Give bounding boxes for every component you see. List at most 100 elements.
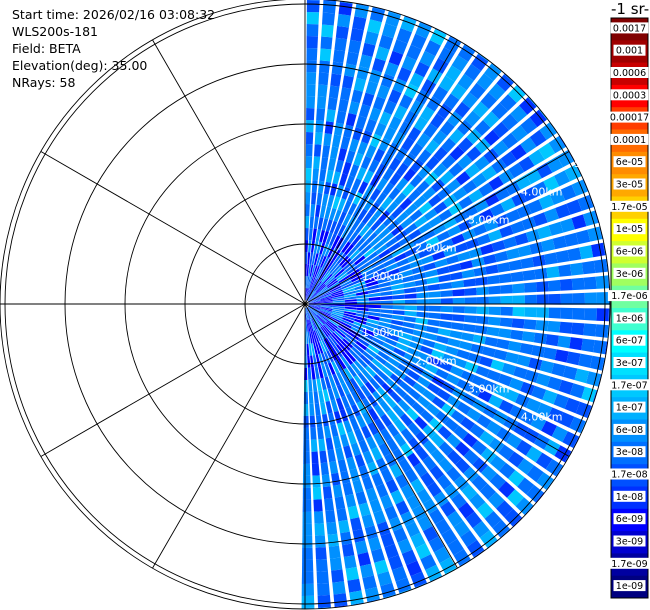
ray-gate <box>417 515 433 532</box>
ray-gate <box>451 322 464 331</box>
ray-gate <box>415 317 429 325</box>
ray-gate <box>315 535 326 548</box>
ray-gate <box>310 439 318 452</box>
ray-gate <box>337 422 346 436</box>
ray-gate <box>345 406 355 420</box>
ray-gate <box>308 294 319 302</box>
ray-gate <box>512 283 525 294</box>
ray-gate <box>488 296 501 305</box>
ray-gate <box>449 330 463 339</box>
ray-gate <box>322 243 329 256</box>
ray-gate <box>386 409 399 423</box>
ray-gate <box>405 521 421 538</box>
beta-ray-sectors <box>301 0 610 609</box>
ray-gate <box>327 158 337 171</box>
ray-gate <box>305 308 308 320</box>
ray-gate <box>316 192 323 206</box>
ray-gate <box>314 281 322 292</box>
ray-gate <box>554 170 570 187</box>
azimuth-spoke <box>40 151 306 305</box>
ray-gate <box>316 378 322 391</box>
ray-gate <box>313 280 321 291</box>
ray-gate <box>498 273 512 284</box>
ray-gate <box>315 315 324 326</box>
ray-gate <box>329 220 338 234</box>
ray-gate <box>311 240 315 253</box>
ray-gate <box>303 404 309 416</box>
ray-gate <box>310 427 317 440</box>
ray-gate <box>307 331 311 344</box>
ray-gate <box>364 587 380 602</box>
ray-gate <box>384 453 397 468</box>
ray-gate <box>579 245 594 260</box>
ray-gate <box>363 170 374 184</box>
ray-gate <box>332 293 345 298</box>
ray-gate <box>451 233 465 245</box>
ray-gate <box>306 307 313 319</box>
ray-gate <box>359 354 371 365</box>
ray-gate <box>342 285 355 292</box>
ray-gate <box>372 240 385 251</box>
ray-gate <box>446 373 460 386</box>
ray-gate <box>305 192 311 205</box>
ray-gate <box>329 349 337 361</box>
ray-gate <box>593 259 608 273</box>
colorbar-label-bg <box>607 468 650 480</box>
ray-gate <box>323 273 333 284</box>
ray-gate <box>379 317 392 324</box>
colorbar-label: 1.7e-09 <box>611 559 647 570</box>
ray-gate <box>562 365 578 380</box>
ray-gate <box>378 137 391 152</box>
ray-gate <box>357 338 370 347</box>
ray-gate <box>355 291 369 296</box>
ray-gate <box>345 112 357 127</box>
ray-gate <box>434 546 451 564</box>
ray-gate <box>412 235 426 246</box>
ray-gate <box>342 200 352 214</box>
ray-gate <box>325 232 333 245</box>
ray-gate <box>369 107 382 122</box>
ray-gate <box>500 528 511 538</box>
ray-gate <box>488 229 503 242</box>
ray-gate <box>357 372 369 385</box>
ray-gate <box>356 294 369 299</box>
ray-gate <box>417 351 431 362</box>
ray-gate <box>320 377 327 391</box>
ray-gate <box>309 331 313 344</box>
ray-gate <box>312 379 318 392</box>
ray-gate <box>336 344 346 356</box>
ray-gate <box>470 343 484 354</box>
ray-gate <box>319 60 330 74</box>
ray-gate <box>332 309 345 313</box>
ray-gate <box>334 268 345 279</box>
ray-gate <box>494 186 510 201</box>
ray-gate <box>370 133 382 148</box>
ray-gate <box>518 156 535 172</box>
ray-gate <box>410 158 424 173</box>
ray-gate <box>400 413 413 427</box>
ray-gate <box>526 465 544 483</box>
ray-gate <box>461 484 478 501</box>
ray-gate <box>354 284 367 291</box>
ray-gate <box>500 284 513 294</box>
ray-gate <box>422 389 436 402</box>
colorbar-label-bg <box>613 535 646 547</box>
ray-gate <box>458 502 475 519</box>
ray-gate <box>471 257 485 268</box>
ray-gate <box>424 40 441 57</box>
ray-gate <box>315 229 321 242</box>
ray-gate <box>440 313 453 321</box>
ray-gate <box>351 178 362 192</box>
ray-gate <box>356 401 367 415</box>
ray-gate <box>340 136 351 150</box>
ray-gate <box>484 336 498 347</box>
ray-gate <box>344 299 357 302</box>
ray-gate <box>460 416 475 431</box>
ray-gate <box>305 228 309 241</box>
ray-gate <box>587 226 602 242</box>
ray-gate <box>472 172 487 188</box>
ray-gate <box>338 342 349 354</box>
ray-gate <box>555 250 570 263</box>
ray-gate <box>449 128 465 144</box>
start-time-label: Start time: 2026/02/16 03:08:32 <box>12 7 216 22</box>
